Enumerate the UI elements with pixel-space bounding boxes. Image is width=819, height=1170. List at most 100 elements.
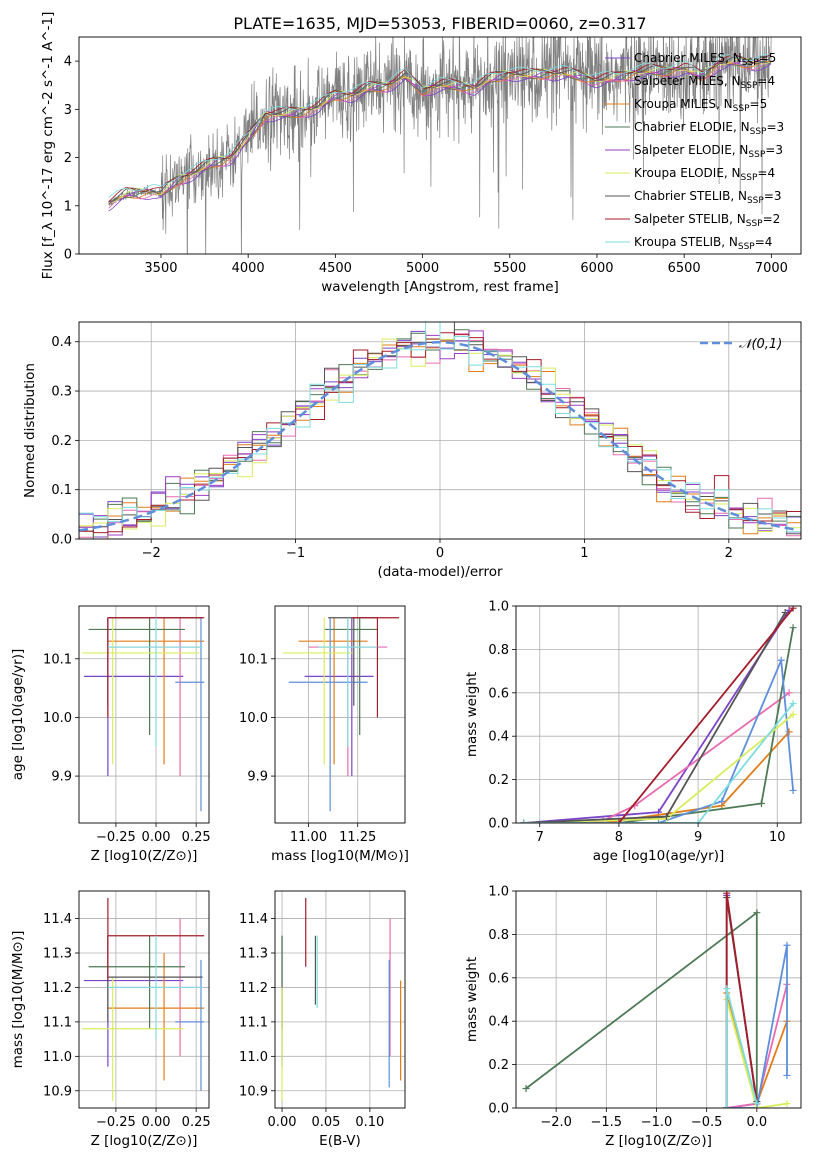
figure-title: PLATE=1635, MJD=53053, FIBERID=0060, z=0… <box>233 14 646 33</box>
y-tick-label: 0.2 <box>51 434 72 449</box>
y-tick-label: 11.3 <box>239 947 268 962</box>
weight-marker-3 <box>757 799 765 807</box>
weight-marker-3 <box>522 1084 530 1092</box>
x-tick-label: 4500 <box>319 261 352 276</box>
legend-label: Salpeter STELIB, N <box>634 212 746 226</box>
x-tick-label: 0.25 <box>182 830 211 845</box>
y-tick-label: 0.0 <box>488 817 509 832</box>
x-tick-label: 3500 <box>144 261 177 276</box>
x-tick-label: 2 <box>725 546 733 561</box>
y-tick-label: 11.0 <box>239 1050 268 1065</box>
y-tick-label: 0.0 <box>51 533 72 548</box>
weight-marker-8 <box>723 985 731 993</box>
legend-subscript: SSP <box>738 242 755 252</box>
legend-entry-8: Kroupa STELIB, NSSP=4 <box>634 235 772 252</box>
errorbar-group <box>82 897 205 1102</box>
weight-marker-5 <box>789 711 797 718</box>
x-tick-label: 0.25 <box>182 1115 211 1130</box>
legend-label: Chabrier MILES, N <box>634 51 742 65</box>
x-axis-label: (data-model)/error <box>377 564 503 580</box>
weight-marker-8 <box>723 1104 731 1108</box>
x-axis-label: wavelength [Angstrom, rest frame] <box>321 279 559 295</box>
model-spectrum-0 <box>108 62 771 212</box>
y-tick-label: 9.9 <box>247 770 268 785</box>
legend-tail: =4 <box>757 74 775 88</box>
legend-tail: =3 <box>766 120 784 134</box>
legend-label: Kroupa MILES, N <box>634 97 733 111</box>
line-series-group <box>520 606 797 823</box>
line-series-group <box>522 891 791 1108</box>
y-tick-label: 10.0 <box>239 711 268 726</box>
weight-series-4 <box>523 659 794 823</box>
weight-marker-6 <box>781 609 789 617</box>
age-vs-mass-panel: 11.00 11.25 9.9 10.0 10.1 mass [log10(M/M⊙)] <box>239 605 409 864</box>
x-tick-label: 0 <box>436 546 444 561</box>
weight-marker-4 <box>789 786 797 794</box>
x-axis-label: age [log10(age/yr)] <box>593 848 725 864</box>
y-tick-label: 0.4 <box>488 1015 509 1030</box>
y-tick-label: 11.2 <box>43 981 72 996</box>
legend-subscript: SSP <box>741 81 758 91</box>
x-axis-label: mass [log10(M/M⊙)] <box>271 848 409 864</box>
weight-series-8 <box>523 703 794 823</box>
weight-marker-7 <box>789 606 797 612</box>
y-tick-label: 10.9 <box>239 1084 268 1099</box>
y-tick-label: 1 <box>64 199 72 214</box>
y-tick-label: 0.4 <box>51 335 72 350</box>
mass-weight-vs-metallicity-panel: −2.0 −1.5 −1.0 −0.5 0.0 0.0 0.2 0.4 0.6 0.8 1.0 Z [… <box>464 885 802 1149</box>
model-spectrum-6 <box>108 55 771 205</box>
weight-series-7 <box>725 893 758 1108</box>
x-axis-label: Z [log10(Z/Z⊙)] <box>605 1133 712 1149</box>
legend-subscript: SSP <box>748 150 765 160</box>
weight-series-4 <box>726 945 788 1108</box>
x-tick-label: 0.00 <box>142 830 171 845</box>
weight-marker-7 <box>723 891 731 897</box>
x-tick-label: −0.25 <box>96 1115 136 1130</box>
x-tick-label: 7 <box>536 830 544 845</box>
y-tick-label: 0.2 <box>488 1058 509 1073</box>
y-tick-label: 11.3 <box>43 947 72 962</box>
legend-entry-0: Chabrier MILES, NSSP=5 <box>634 51 776 68</box>
x-tick-label: 1 <box>580 546 588 561</box>
legend-label: Chabrier ELODIE, N <box>634 120 750 134</box>
x-tick-label: 9 <box>694 830 702 845</box>
y-tick-label: 0.3 <box>51 385 72 400</box>
legend-tail: =5 <box>750 97 768 111</box>
weight-marker-7 <box>615 819 623 823</box>
mass-vs-metallicity-panel: −0.25 0.00 0.25 10.9 11.0 11.1 11.2 11.3 11.4 Z [… <box>10 890 211 1149</box>
weight-series-0 <box>523 609 790 823</box>
y-tick-label: 2 <box>64 151 72 166</box>
legend-entry-2: Kroupa MILES, NSSP=5 <box>634 97 767 114</box>
errorbar-group <box>82 617 205 812</box>
weight-marker-4 <box>783 941 791 949</box>
axes-frame <box>515 890 802 1109</box>
legend-subscript: SSP <box>742 58 759 68</box>
x-tick-label: 0.05 <box>311 1115 340 1130</box>
y-tick-label: 0 <box>64 248 72 263</box>
spectrum-series-group <box>108 37 772 254</box>
y-tick-label: 11.2 <box>239 981 268 996</box>
normal-reference-curve <box>79 340 799 532</box>
histogram-group <box>79 322 801 539</box>
weight-series-2 <box>523 731 790 823</box>
weight-marker-3 <box>753 909 761 917</box>
weight-marker-4 <box>718 797 726 805</box>
mass-weight-vs-age-panel: 7 8 9 10 0.0 0.2 0.4 0.6 0.8 1.0 age [log10(age/yr… <box>464 600 802 864</box>
x-axis-label: Z [log10(Z/Z⊙)] <box>91 1133 198 1149</box>
legend-entry-6: Chabrier STELIB, NSSP=3 <box>634 189 782 206</box>
x-tick-label: 11.00 <box>290 830 327 845</box>
weight-marker-2 <box>785 728 793 736</box>
legend-tail: =4 <box>757 166 775 180</box>
y-tick-label: 4 <box>64 55 72 70</box>
y-tick-label: 10.1 <box>43 652 72 667</box>
legend-label: Kroupa ELODIE, N <box>634 166 741 180</box>
x-tick-label: 0.00 <box>268 1115 297 1130</box>
axes-frame <box>78 890 210 1109</box>
axes-frame <box>274 605 406 824</box>
y-tick-label: 0.6 <box>488 686 509 701</box>
age-vs-metallicity-panel: −0.25 0.00 0.25 9.9 10.0 10.1 Z [log10(Z/Z⊙)] a… <box>10 605 211 864</box>
errorbar-group <box>282 617 400 812</box>
weight-marker-4 <box>655 819 662 823</box>
y-axis-label: mass [log10(M/M⊙)] <box>10 931 26 1069</box>
x-tick-label: 6000 <box>580 261 613 276</box>
